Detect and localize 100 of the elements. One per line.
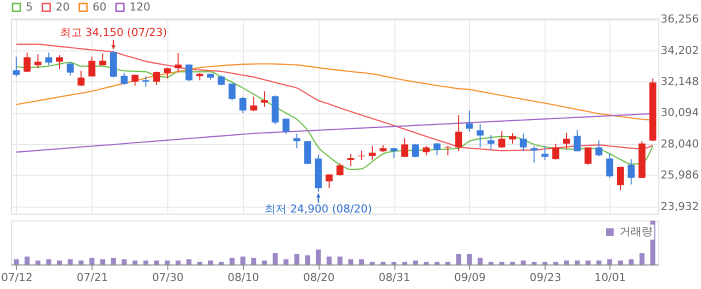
candlestick <box>228 82 236 101</box>
candlestick <box>476 124 484 148</box>
bar <box>272 253 278 264</box>
bar <box>24 256 30 264</box>
candlestick <box>498 130 506 148</box>
y-tick-label: 36,256 <box>660 12 699 26</box>
candlestick <box>293 133 300 149</box>
bar <box>132 260 138 264</box>
annotation: 최저 24,900 (08/20) <box>264 202 372 216</box>
bar <box>284 259 289 264</box>
candlestick <box>164 67 171 80</box>
bar <box>240 256 246 264</box>
bar <box>176 260 181 264</box>
bar <box>586 260 591 264</box>
bar <box>510 262 516 264</box>
candlestick <box>401 138 408 158</box>
y-tick-label: 32,148 <box>660 74 699 88</box>
x-tick-label: 09/23 <box>530 270 562 284</box>
bar <box>337 256 342 264</box>
candlestick <box>336 162 344 176</box>
bar <box>14 259 19 264</box>
candlestick <box>347 153 354 167</box>
y-tick-label: 28,040 <box>660 137 699 150</box>
bar <box>68 259 73 264</box>
candlestick <box>455 114 462 152</box>
bar <box>370 262 375 264</box>
bar <box>456 254 462 264</box>
bar <box>478 258 483 264</box>
candlestick <box>552 143 560 160</box>
candlestick <box>66 62 74 76</box>
bar <box>100 259 106 264</box>
candlestick <box>88 56 96 77</box>
candlestick <box>574 129 581 152</box>
candlestick <box>584 146 592 166</box>
bar <box>434 262 440 264</box>
candlestick <box>260 90 268 108</box>
bar <box>542 262 548 264</box>
candlestick <box>616 166 624 191</box>
x-tick-label: 08/10 <box>228 270 260 284</box>
bar <box>380 262 386 264</box>
candlestick <box>412 143 419 158</box>
candlestick <box>466 110 473 132</box>
candlestick <box>326 174 333 189</box>
legend-label: 20 <box>56 0 70 14</box>
legend-label: 거래량 <box>619 225 652 238</box>
bar <box>57 260 62 264</box>
bar <box>197 262 202 264</box>
bar <box>607 259 612 264</box>
x-tick-label: 10/01 <box>594 270 626 284</box>
candlestick <box>368 145 376 161</box>
candlestick <box>56 54 63 70</box>
bar <box>553 262 558 264</box>
legend-label: 5 <box>26 0 33 14</box>
x-tick-label: 07/21 <box>76 270 108 284</box>
bar <box>78 260 84 264</box>
bar <box>445 262 450 264</box>
bar <box>326 256 332 264</box>
candlestick <box>509 132 516 144</box>
candlestick <box>12 56 20 77</box>
bar <box>230 258 235 264</box>
candlestick <box>45 52 52 66</box>
bar <box>154 260 160 264</box>
bar <box>305 255 310 264</box>
y-tick-label: 23,932 <box>660 200 699 213</box>
candlestick <box>78 70 85 87</box>
candlestick <box>185 64 192 82</box>
candlestick <box>142 76 150 88</box>
bar <box>488 262 494 264</box>
y-tick-label: 34,202 <box>660 44 699 57</box>
x-tick-label: 09/09 <box>454 270 486 284</box>
bar <box>564 260 569 264</box>
candlestick <box>218 75 225 86</box>
bar <box>35 260 40 264</box>
bar <box>412 260 418 264</box>
bar <box>402 262 408 264</box>
bar <box>316 250 321 264</box>
candlestick <box>606 152 614 178</box>
candlestick <box>520 133 527 152</box>
y-tick-label: 30,094 <box>660 106 699 120</box>
candlestick <box>595 140 602 157</box>
candlestick <box>434 142 441 156</box>
bar <box>164 260 170 264</box>
annotation: 최고 34,150 (07/23) <box>60 26 168 40</box>
bar <box>218 262 224 264</box>
bar <box>294 254 300 264</box>
bar <box>251 258 256 264</box>
x-tick-label: 07/12 <box>1 270 33 284</box>
bar <box>359 259 364 264</box>
candlestick <box>34 54 42 69</box>
legend-label: 120 <box>129 0 150 14</box>
candlestick <box>563 132 570 150</box>
candlestick <box>153 71 160 86</box>
candlestick <box>120 72 128 86</box>
bar <box>532 262 537 264</box>
candlestick <box>282 118 290 134</box>
bar <box>628 259 634 264</box>
bar <box>143 260 148 264</box>
candlestick <box>250 96 258 112</box>
bar <box>499 262 504 264</box>
bar <box>186 259 192 264</box>
